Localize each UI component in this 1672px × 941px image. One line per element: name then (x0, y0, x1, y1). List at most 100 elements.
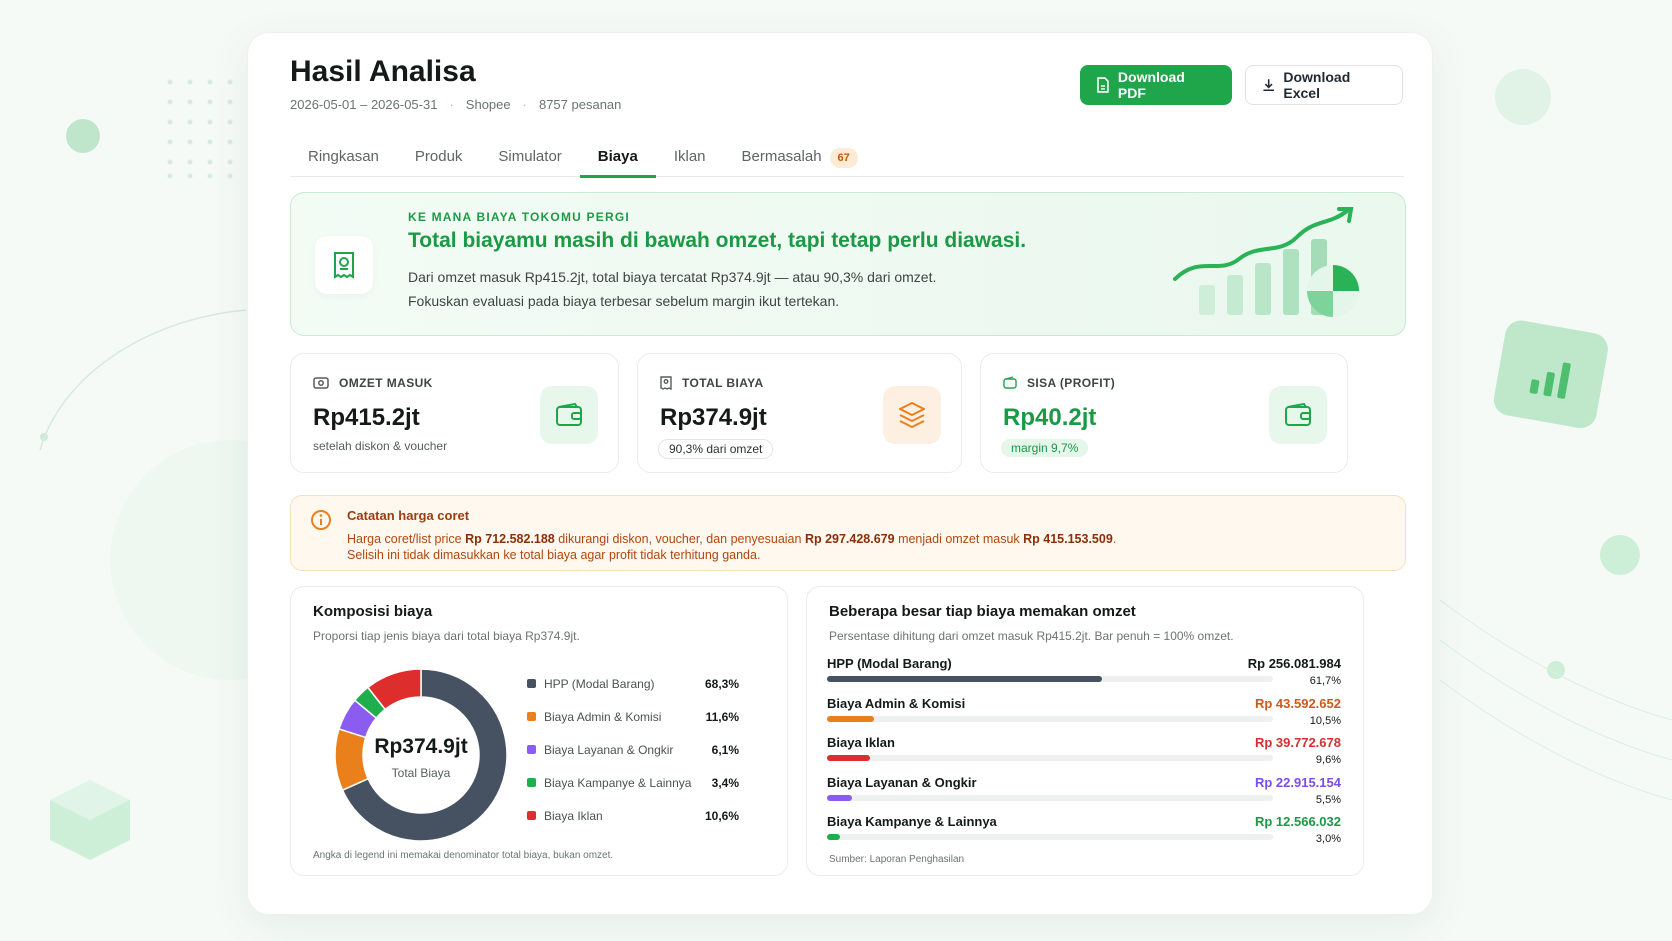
cost-bar-amount: Rp 12.566.032 (1254, 814, 1341, 829)
legend-label: Biaya Kampanye & Lainnya (544, 775, 692, 790)
stat-card-biaya: TOTAL BIAYA Rp374.9jt 90,3% dari omzet (637, 353, 962, 473)
stat-value-profit: Rp40.2jt (1003, 404, 1097, 431)
receipt-icon (660, 376, 672, 390)
platform-label: Shopee (465, 97, 511, 112)
cost-bar-amount: Rp 256.081.984 (1247, 656, 1341, 671)
donut-center-value: Rp374.9jt (374, 735, 467, 758)
omzet-share-source: Sumber: Laporan Penghasilan (829, 854, 965, 865)
info-icon (311, 510, 331, 530)
legend-item: Biaya Kampanye & Lainnya 3,4% (527, 766, 739, 799)
cost-bar-fill (827, 755, 870, 761)
cost-bar-label: Biaya Layanan & Ongkir (827, 774, 977, 790)
tab-simulator[interactable]: Simulator (498, 148, 562, 165)
legend-percent: 11,6% (705, 709, 739, 724)
analysis-card: Hasil Analisa 2026-05-01 – 2026-05-31 · … (247, 32, 1433, 915)
download-excel-label: Download Excel (1283, 69, 1351, 101)
cost-bar-percent: 61,7% (1309, 675, 1341, 687)
composition-footnote: Angka di legend ini memakai denominator … (313, 850, 614, 861)
legend-item: HPP (Modal Barang) 68,3% (527, 667, 739, 700)
omzet-share-title: Beberapa besar tiap biaya memakan omzet (829, 603, 1136, 620)
legend-item: Biaya Admin & Komisi 11,6% (527, 700, 739, 733)
stat-label-biaya: TOTAL BIAYA (682, 376, 764, 390)
stat-label-profit: SISA (PROFIT) (1027, 376, 1116, 390)
date-range: 2026-05-01 – 2026-05-31 (290, 97, 438, 112)
list-price-note: Catatan harga coret Harga coret/list pri… (290, 495, 1406, 571)
money-icon (313, 377, 329, 389)
legend-label: Biaya Iklan (544, 808, 603, 823)
cost-bar-label: HPP (Modal Barang) (827, 656, 952, 671)
cost-bar-track (827, 676, 1273, 682)
layers-icon (883, 386, 941, 444)
composition-subtitle: Proporsi tiap jenis biaya dari total bia… (313, 629, 580, 643)
legend-swatch (527, 811, 536, 820)
coins-icon (1003, 376, 1017, 389)
report-meta: 2026-05-01 – 2026-05-31 · Shopee · 8757 … (290, 97, 622, 112)
banner-line-1: Dari omzet masuk Rp415.2jt, total biaya … (408, 269, 937, 285)
download-excel-button[interactable]: Download Excel (1245, 65, 1403, 105)
banner-description: Dari omzet masuk Rp415.2jt, total biaya … (408, 265, 936, 313)
tab-ringkasan[interactable]: Ringkasan (308, 148, 379, 165)
legend-swatch (527, 679, 536, 688)
note-title: Catatan harga coret (347, 508, 470, 523)
donut-slice (334, 727, 370, 792)
wallet-icon (1269, 386, 1327, 444)
cost-bar-row: HPP (Modal Barang) Rp 256.081.984 61,7% (827, 656, 1341, 696)
legend-swatch (527, 778, 536, 787)
legend-label: Biaya Admin & Komisi (544, 709, 662, 724)
omzet-share-panel: Beberapa besar tiap biaya memakan omzet … (806, 586, 1364, 876)
cost-bar-row: Biaya Iklan Rp 39.772.678 9,6% (827, 735, 1341, 775)
wallet-icon (540, 386, 598, 444)
tab-bar: Ringkasan Produk Simulator Biaya Iklan B… (290, 137, 1404, 178)
cost-composition-panel: Komposisi biaya Proporsi tiap jenis biay… (290, 586, 788, 876)
tab-iklan[interactable]: Iklan (673, 148, 706, 165)
legend-item: Biaya Layanan & Ongkir 6,1% (527, 733, 739, 766)
tab-biaya[interactable]: Biaya (579, 137, 656, 178)
omzet-share-subtitle: Persentase dihitung dari omzet masuk Rp4… (829, 629, 1234, 643)
cost-bar-track (827, 715, 1273, 722)
donut-slice (366, 668, 422, 711)
legend-percent: 68,3% (704, 676, 739, 691)
legend-percent: 3,4% (711, 775, 739, 790)
legend-swatch (527, 745, 536, 754)
banner-line-2: Fokuskan evaluasi pada biaya terbesar se… (408, 293, 840, 309)
cost-bar-track (827, 755, 1273, 761)
cost-bar-percent: 3,0% (1315, 833, 1341, 845)
banner-headline: Total biayamu masih di bawah omzet, tapi… (408, 229, 1027, 252)
problem-count-badge: 67 (829, 148, 858, 168)
cost-bar-track (827, 834, 1273, 840)
cost-bar-percent: 5,5% (1315, 793, 1341, 806)
legend-percent: 10,6% (704, 808, 739, 823)
pdf-file-icon (1097, 77, 1109, 93)
stat-card-profit: SISA (PROFIT) Rp40.2jt margin 9,7% (980, 353, 1348, 473)
cost-bar-fill (827, 715, 874, 722)
cost-bar-row: Biaya Admin & Komisi Rp 43.592.652 10,5% (827, 696, 1341, 736)
download-pdf-label: Download PDF (1117, 69, 1185, 101)
cost-bar-fill (827, 794, 852, 801)
stat-sub-omzet: setelah diskon & voucher (313, 439, 448, 453)
legend-item: Biaya Iklan 10,6% (527, 799, 739, 832)
stat-sub-profit: margin 9,7% (1001, 439, 1089, 457)
cost-bar-percent: 10,5% (1309, 714, 1341, 727)
stat-card-omzet: OMZET MASUK Rp415.2jt setelah diskon & v… (290, 353, 619, 473)
cost-bar-row: Biaya Layanan & Ongkir Rp 22.915.154 5,5% (827, 775, 1341, 815)
cost-bar-amount: Rp 39.772.678 (1254, 735, 1341, 750)
cost-bar-percent: 9,6% (1315, 754, 1341, 766)
tab-produk[interactable]: Produk (414, 148, 463, 165)
download-icon (1263, 79, 1274, 92)
tab-bermasalah[interactable]: Bermasalah 67 (724, 137, 876, 177)
stat-value-omzet: Rp415.2jt (313, 404, 420, 431)
growth-chart-illustration (1173, 207, 1359, 317)
legend-percent: 6,1% (711, 742, 739, 757)
donut-slice (341, 668, 508, 842)
cost-bar-amount: Rp 43.592.652 (1254, 695, 1341, 711)
download-pdf-button[interactable]: Download PDF (1080, 65, 1232, 105)
note-text: Harga coret/list price Rp 712.582.188 di… (347, 532, 1117, 562)
banner-kicker: KE MANA BIAYA TOKOMU PERGI (408, 210, 630, 224)
composition-legend: HPP (Modal Barang) 68,3% Biaya Admin & Kom… (527, 667, 739, 832)
legend-label: HPP (Modal Barang) (544, 676, 655, 691)
composition-title: Komposisi biaya (313, 603, 433, 620)
cost-bar-fill (827, 676, 1103, 682)
donut-center-label: Total Biaya (392, 766, 451, 780)
order-count: 8757 pesanan (538, 97, 622, 112)
page-title: Hasil Analisa (290, 55, 476, 88)
